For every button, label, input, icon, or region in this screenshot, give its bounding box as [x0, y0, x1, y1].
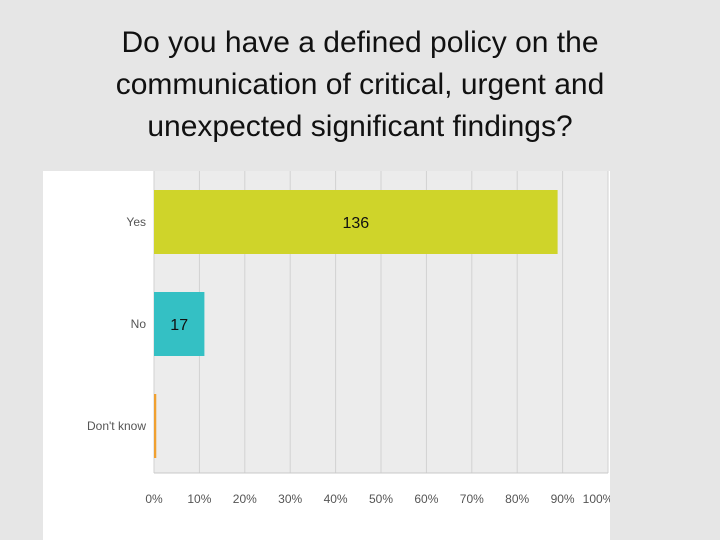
slide-title: Do you have a defined policy on the comm… [40, 22, 680, 148]
bar-chart: 0% 10% 20% 30% 40% 50% 60% 70% 80% 90% 100% Yes 136 N… [87, 171, 610, 506]
data-label: 17 [170, 317, 188, 334]
x-tick-label: 100% [583, 492, 610, 506]
category-label: No [131, 317, 147, 331]
x-tick-label: 70% [460, 492, 484, 506]
title-line-1: Do you have a defined policy on the [121, 26, 599, 59]
x-tick-label: 20% [233, 492, 257, 506]
x-tick-label: 90% [551, 492, 575, 506]
category-label: Don't know [87, 419, 146, 433]
title-line-3: unexpected significant findings? [147, 110, 573, 143]
bar-don-t-know [154, 394, 157, 458]
x-tick-label: 0% [145, 492, 163, 506]
x-tick-label: 40% [324, 492, 348, 506]
x-tick-label: 60% [414, 492, 438, 506]
chart-panel: 0% 10% 20% 30% 40% 50% 60% 70% 80% 90% 100% Yes 136 N… [43, 171, 610, 540]
bar-no [154, 292, 205, 356]
x-tick-label: 10% [187, 492, 211, 506]
bar-yes [154, 190, 558, 254]
data-label: 136 [342, 215, 369, 232]
title-line-2: communication of critical, urgent and [115, 68, 605, 101]
x-tick-label: 50% [369, 492, 393, 506]
x-tick-label: 30% [278, 492, 302, 506]
x-tick-label: 80% [505, 492, 529, 506]
category-label: Yes [126, 215, 146, 229]
